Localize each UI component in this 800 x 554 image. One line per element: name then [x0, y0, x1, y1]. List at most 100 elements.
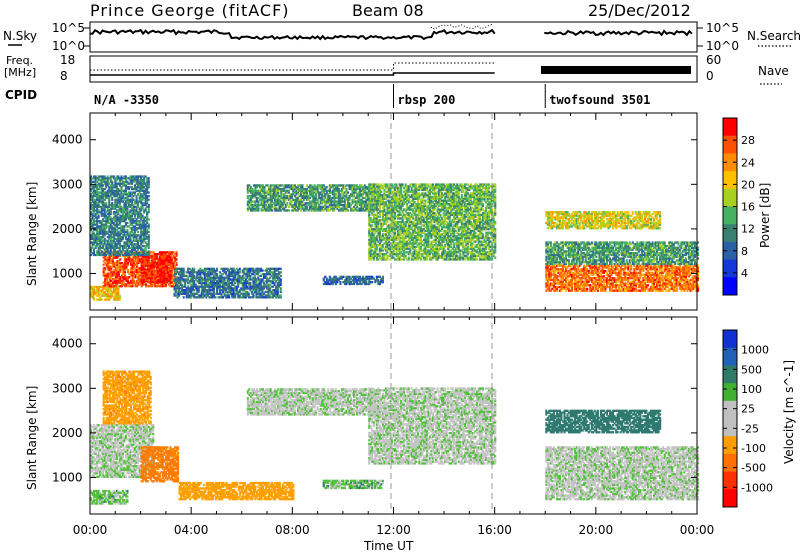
heatmap-cell	[112, 287, 115, 290]
heatmap-cell	[103, 179, 106, 182]
heatmap-cell	[131, 198, 134, 201]
heatmap-cell	[103, 228, 106, 232]
heatmap-cell	[176, 271, 179, 274]
heatmap-cell	[190, 292, 193, 295]
heatmap-cell	[107, 285, 110, 288]
heatmap-cell	[97, 293, 100, 296]
heatmap-cell	[121, 184, 124, 187]
heatmap-cell	[115, 244, 118, 248]
heatmap-cell	[109, 293, 112, 296]
heatmap-cell	[97, 291, 100, 294]
heatmap-cell	[91, 221, 94, 225]
heatmap-cell	[128, 281, 131, 284]
heatmap-cell	[100, 230, 103, 233]
heatmap-cell	[123, 182, 126, 185]
heatmap-cell	[108, 277, 111, 281]
heatmap-cell	[187, 287, 190, 290]
heatmap-cell	[104, 281, 107, 284]
heatmap-cell	[108, 198, 111, 201]
heatmap-cell	[136, 272, 139, 275]
heatmap-cell	[118, 243, 121, 246]
heatmap-cell	[114, 212, 117, 216]
heatmap-cell	[123, 234, 126, 237]
heatmap-cell	[105, 230, 108, 233]
heatmap-cell	[102, 260, 105, 263]
heatmap-cell	[140, 227, 143, 230]
nave-tick-low: 0	[706, 69, 714, 83]
heatmap-cell	[134, 260, 137, 263]
heatmap-cell	[112, 236, 115, 239]
heatmap-cell	[126, 211, 129, 214]
heatmap-cell	[106, 216, 109, 219]
heatmap-cell	[111, 246, 114, 249]
freq-trace	[90, 72, 495, 76]
heatmap-cell	[146, 180, 149, 183]
heatmap-cell	[118, 250, 121, 253]
heatmap-cell	[112, 228, 115, 232]
heatmap-cell	[132, 253, 135, 257]
heatmap-cell	[174, 265, 177, 268]
heatmap-cell	[94, 285, 97, 289]
heatmap-cell	[151, 283, 154, 286]
heatmap-cell	[117, 287, 120, 290]
heatmap-cell	[154, 261, 157, 264]
heatmap-cell	[106, 180, 109, 183]
heatmap-cell	[126, 187, 129, 191]
heatmap-cell	[100, 214, 103, 217]
heatmap-cell	[140, 218, 143, 221]
heatmap-cell	[172, 254, 175, 257]
heatmap-cell	[97, 234, 100, 237]
heatmap-cell	[138, 225, 141, 228]
heatmap-cell	[129, 216, 132, 219]
heatmap-cell	[145, 258, 148, 261]
heatmap-cell	[147, 186, 150, 189]
heatmap-cell	[175, 263, 178, 266]
heatmap-cell	[142, 275, 145, 278]
heatmap-cell	[187, 294, 190, 297]
heatmap-cell	[96, 294, 99, 298]
heatmap-cell	[103, 252, 106, 255]
heatmap-cell	[99, 244, 102, 248]
heatmap-cell	[105, 248, 108, 251]
heatmap-cell	[103, 205, 106, 208]
heatmap-cell	[117, 223, 120, 226]
heatmap-cell	[151, 251, 154, 254]
heatmap-cell	[146, 261, 149, 264]
heatmap-cell	[143, 275, 146, 278]
heatmap-cell	[146, 280, 149, 283]
heatmap-cell	[117, 253, 120, 257]
heatmap-cell	[146, 262, 149, 266]
heatmap-cell	[127, 241, 130, 244]
heatmap-cell	[119, 261, 122, 265]
heatmap-cell	[106, 236, 109, 239]
heatmap-cell	[121, 228, 124, 232]
heatmap-cell	[135, 177, 138, 180]
heatmap-cell	[111, 244, 114, 248]
heatmap-cell	[100, 285, 103, 289]
heatmap-cell	[131, 276, 134, 279]
heatmap-cell	[181, 269, 184, 272]
heatmap-cell	[137, 277, 140, 281]
heatmap-cell	[91, 227, 94, 230]
heatmap-cell	[138, 184, 141, 187]
heatmap-cell	[109, 175, 112, 178]
heatmap-cell	[121, 182, 124, 185]
heatmap-cell	[114, 205, 117, 208]
heatmap-cell	[155, 275, 158, 278]
heatmap-cell	[103, 212, 106, 216]
heatmap-cell	[109, 179, 112, 182]
heatmap-cell	[132, 212, 135, 216]
heatmap-cell	[115, 182, 118, 185]
heatmap-cell	[132, 244, 135, 248]
heatmap-cell	[108, 260, 111, 263]
heatmap-cell	[126, 186, 129, 189]
heatmap-cell	[118, 207, 121, 210]
heatmap-cell	[112, 227, 115, 230]
heatmap-cell	[123, 202, 126, 205]
heatmap-cell	[182, 274, 185, 278]
heatmap-cell	[148, 262, 151, 266]
heatmap-cell	[175, 258, 178, 261]
heatmap-cell	[135, 211, 138, 214]
heatmap-cell	[130, 281, 133, 284]
heatmap-cell	[102, 220, 105, 223]
